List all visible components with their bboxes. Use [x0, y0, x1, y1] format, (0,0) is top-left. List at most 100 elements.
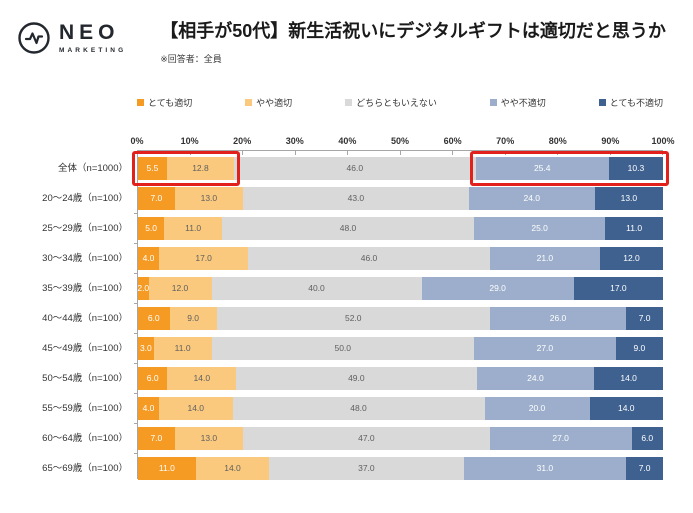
- segment-value: 52.0: [344, 313, 362, 323]
- bar-segment: 52.0: [216, 306, 490, 330]
- segment-value: 7.0: [638, 313, 651, 323]
- row-label: 65～69歳（n=100）: [42, 462, 128, 474]
- row-label: 全体（n=1000）: [58, 162, 128, 174]
- bar-segment: 7.0: [138, 186, 175, 210]
- bar-row: 65～69歳（n=100） 11.0 14.0 37.0 31.0 7.0: [42, 456, 663, 480]
- segment-value: 27.0: [552, 433, 569, 443]
- x-axis-tick-label: 60%: [443, 135, 462, 146]
- legend-label: どちらともいえない: [356, 97, 437, 108]
- row-tick: [134, 212, 138, 214]
- bar-segment: 9.0: [169, 306, 217, 330]
- bar-row: 35～39歳（n=100） 2.0 12.0 40.0 29.0 17.0: [42, 276, 663, 300]
- bar-segment: 9.0: [615, 336, 663, 360]
- bar-segment: 11.0: [164, 216, 222, 240]
- segment-value: 48.0: [350, 403, 367, 413]
- axis-tick: [189, 150, 191, 155]
- bar-segment: 47.0: [243, 426, 490, 450]
- bar-segment: 14.0: [594, 366, 663, 390]
- legend-label: やや不適切: [500, 97, 546, 108]
- segment-value: 14.0: [224, 463, 241, 473]
- segment-value: 47.0: [358, 433, 375, 443]
- axis-tick: [662, 150, 663, 155]
- bar-segment: 2.0: [137, 276, 149, 300]
- row-tick: [134, 362, 138, 364]
- x-axis-tick-label: 0%: [130, 135, 144, 146]
- segment-value: 31.0: [536, 463, 554, 473]
- segment-value: 46.0: [346, 163, 364, 173]
- segment-value: 14.0: [193, 373, 211, 383]
- bar-segment: 27.0: [489, 426, 632, 450]
- segment-value: 24.0: [527, 373, 544, 383]
- title-block: 【相手が50代】新生活祝いにデジタルギフトは適切だと思うか ※回答者：全員: [160, 16, 666, 65]
- segment-value: 48.0: [339, 223, 357, 233]
- segment-value: 6.0: [147, 313, 160, 323]
- x-axis-tick-label: 30%: [285, 135, 304, 146]
- segment-value: 3.0: [139, 343, 152, 353]
- plot-area: 全体（n=1000） 5.5 12.8 46.0 25.4 10.3 20～24歳（n=10…: [42, 149, 669, 480]
- segment-value: 13.0: [200, 193, 218, 203]
- bar-segment: 4.0: [138, 396, 159, 420]
- bar-segment: 5.0: [138, 216, 165, 240]
- row-label: 40～44歳（n=100）: [42, 312, 128, 324]
- bar-segment: 13.0: [594, 186, 663, 210]
- bar-segment: 5.5: [138, 156, 167, 180]
- axis-tick: [399, 150, 401, 155]
- x-axis-tick-label: 50%: [390, 135, 410, 146]
- axis-tick: [452, 150, 453, 155]
- bar-row: 45～49歳（n=100） 3.0 11.0 50.0 27.0 9.0: [42, 336, 663, 360]
- logo-text: NEO MARKETING: [59, 22, 126, 54]
- segment-value: 40.0: [308, 283, 325, 293]
- x-axis-tick-label: 70%: [496, 135, 515, 146]
- axis-tick: [504, 150, 506, 155]
- bar-row: 40～44歳（n=100） 6.0 9.0 52.0 26.0 7.0: [42, 306, 663, 330]
- row-tick: [134, 272, 138, 274]
- segment-value: 14.0: [187, 403, 205, 413]
- segment-value: 5.5: [146, 163, 159, 173]
- bar-row: 50～54歳（n=100） 6.0 14.0 49.0 24.0 14.0: [42, 366, 663, 390]
- segment-value: 11.0: [626, 223, 643, 233]
- segment-value: 14.0: [620, 373, 637, 383]
- bar-segment: 29.0: [421, 276, 574, 300]
- bar-segment: 7.0: [626, 456, 663, 480]
- segment-value: 7.0: [150, 193, 163, 203]
- segment-value: 11.0: [174, 343, 191, 353]
- bar-segment: 17.0: [159, 246, 249, 270]
- logo-subname: MARKETING: [59, 47, 127, 54]
- row-label: 25～29歳（n=100）: [42, 222, 128, 234]
- bar-segment: 25.4: [475, 156, 609, 180]
- neo-marketing-logo: NEO MARKETING: [16, 20, 126, 56]
- segment-value: 6.0: [146, 373, 159, 383]
- page-title: 【相手が50代】新生活祝いにデジタルギフトは適切だと思うか: [160, 21, 666, 41]
- row-tick: [134, 332, 138, 334]
- bar-row: 60～64歳（n=100） 7.0 13.0 47.0 27.0 6.0: [42, 426, 663, 450]
- bar-segment: 13.0: [174, 426, 243, 450]
- bar-segment: 6.0: [138, 306, 170, 330]
- bar-segment: 14.0: [167, 366, 237, 390]
- x-axis-labels: 0% 10% 20% 30% 40% 50% 60% 70% 80% 90% 100%: [130, 135, 674, 150]
- row-tick: [134, 422, 138, 424]
- segment-value: 5.0: [145, 223, 158, 233]
- bar-segment: 27.0: [474, 336, 616, 360]
- bar-segment: 40.0: [211, 276, 422, 300]
- legend-swatch: [598, 98, 606, 106]
- bar-segment: 37.0: [269, 456, 464, 480]
- bar-segment: 6.0: [631, 426, 663, 450]
- bar-segment: 50.0: [211, 336, 474, 360]
- segment-value: 25.0: [531, 223, 548, 233]
- x-axis-tick-label: 80%: [548, 135, 567, 146]
- segment-value: 11.0: [185, 223, 202, 233]
- bar-segment: 12.8: [166, 156, 235, 180]
- segment-value: 14.0: [617, 403, 635, 413]
- axis-tick: [242, 150, 243, 155]
- segment-value: 24.0: [523, 193, 541, 203]
- bar-row: 30～34歳（n=100） 4.0 17.0 46.0 21.0 12.0: [42, 246, 663, 270]
- segment-value: 17.0: [610, 283, 627, 293]
- segment-value: 12.0: [623, 253, 640, 263]
- bar-segment: 10.3: [608, 156, 663, 180]
- bar-segment: 31.0: [463, 456, 627, 480]
- legend-item: やや不適切: [489, 96, 546, 109]
- chart-legend: とても適切 やや適切 どちらともいえない やや不適切 とても不適切: [137, 96, 663, 109]
- bar-segment: 14.0: [159, 396, 233, 420]
- segment-value: 4.0: [142, 403, 155, 413]
- axis-tick: [347, 150, 348, 155]
